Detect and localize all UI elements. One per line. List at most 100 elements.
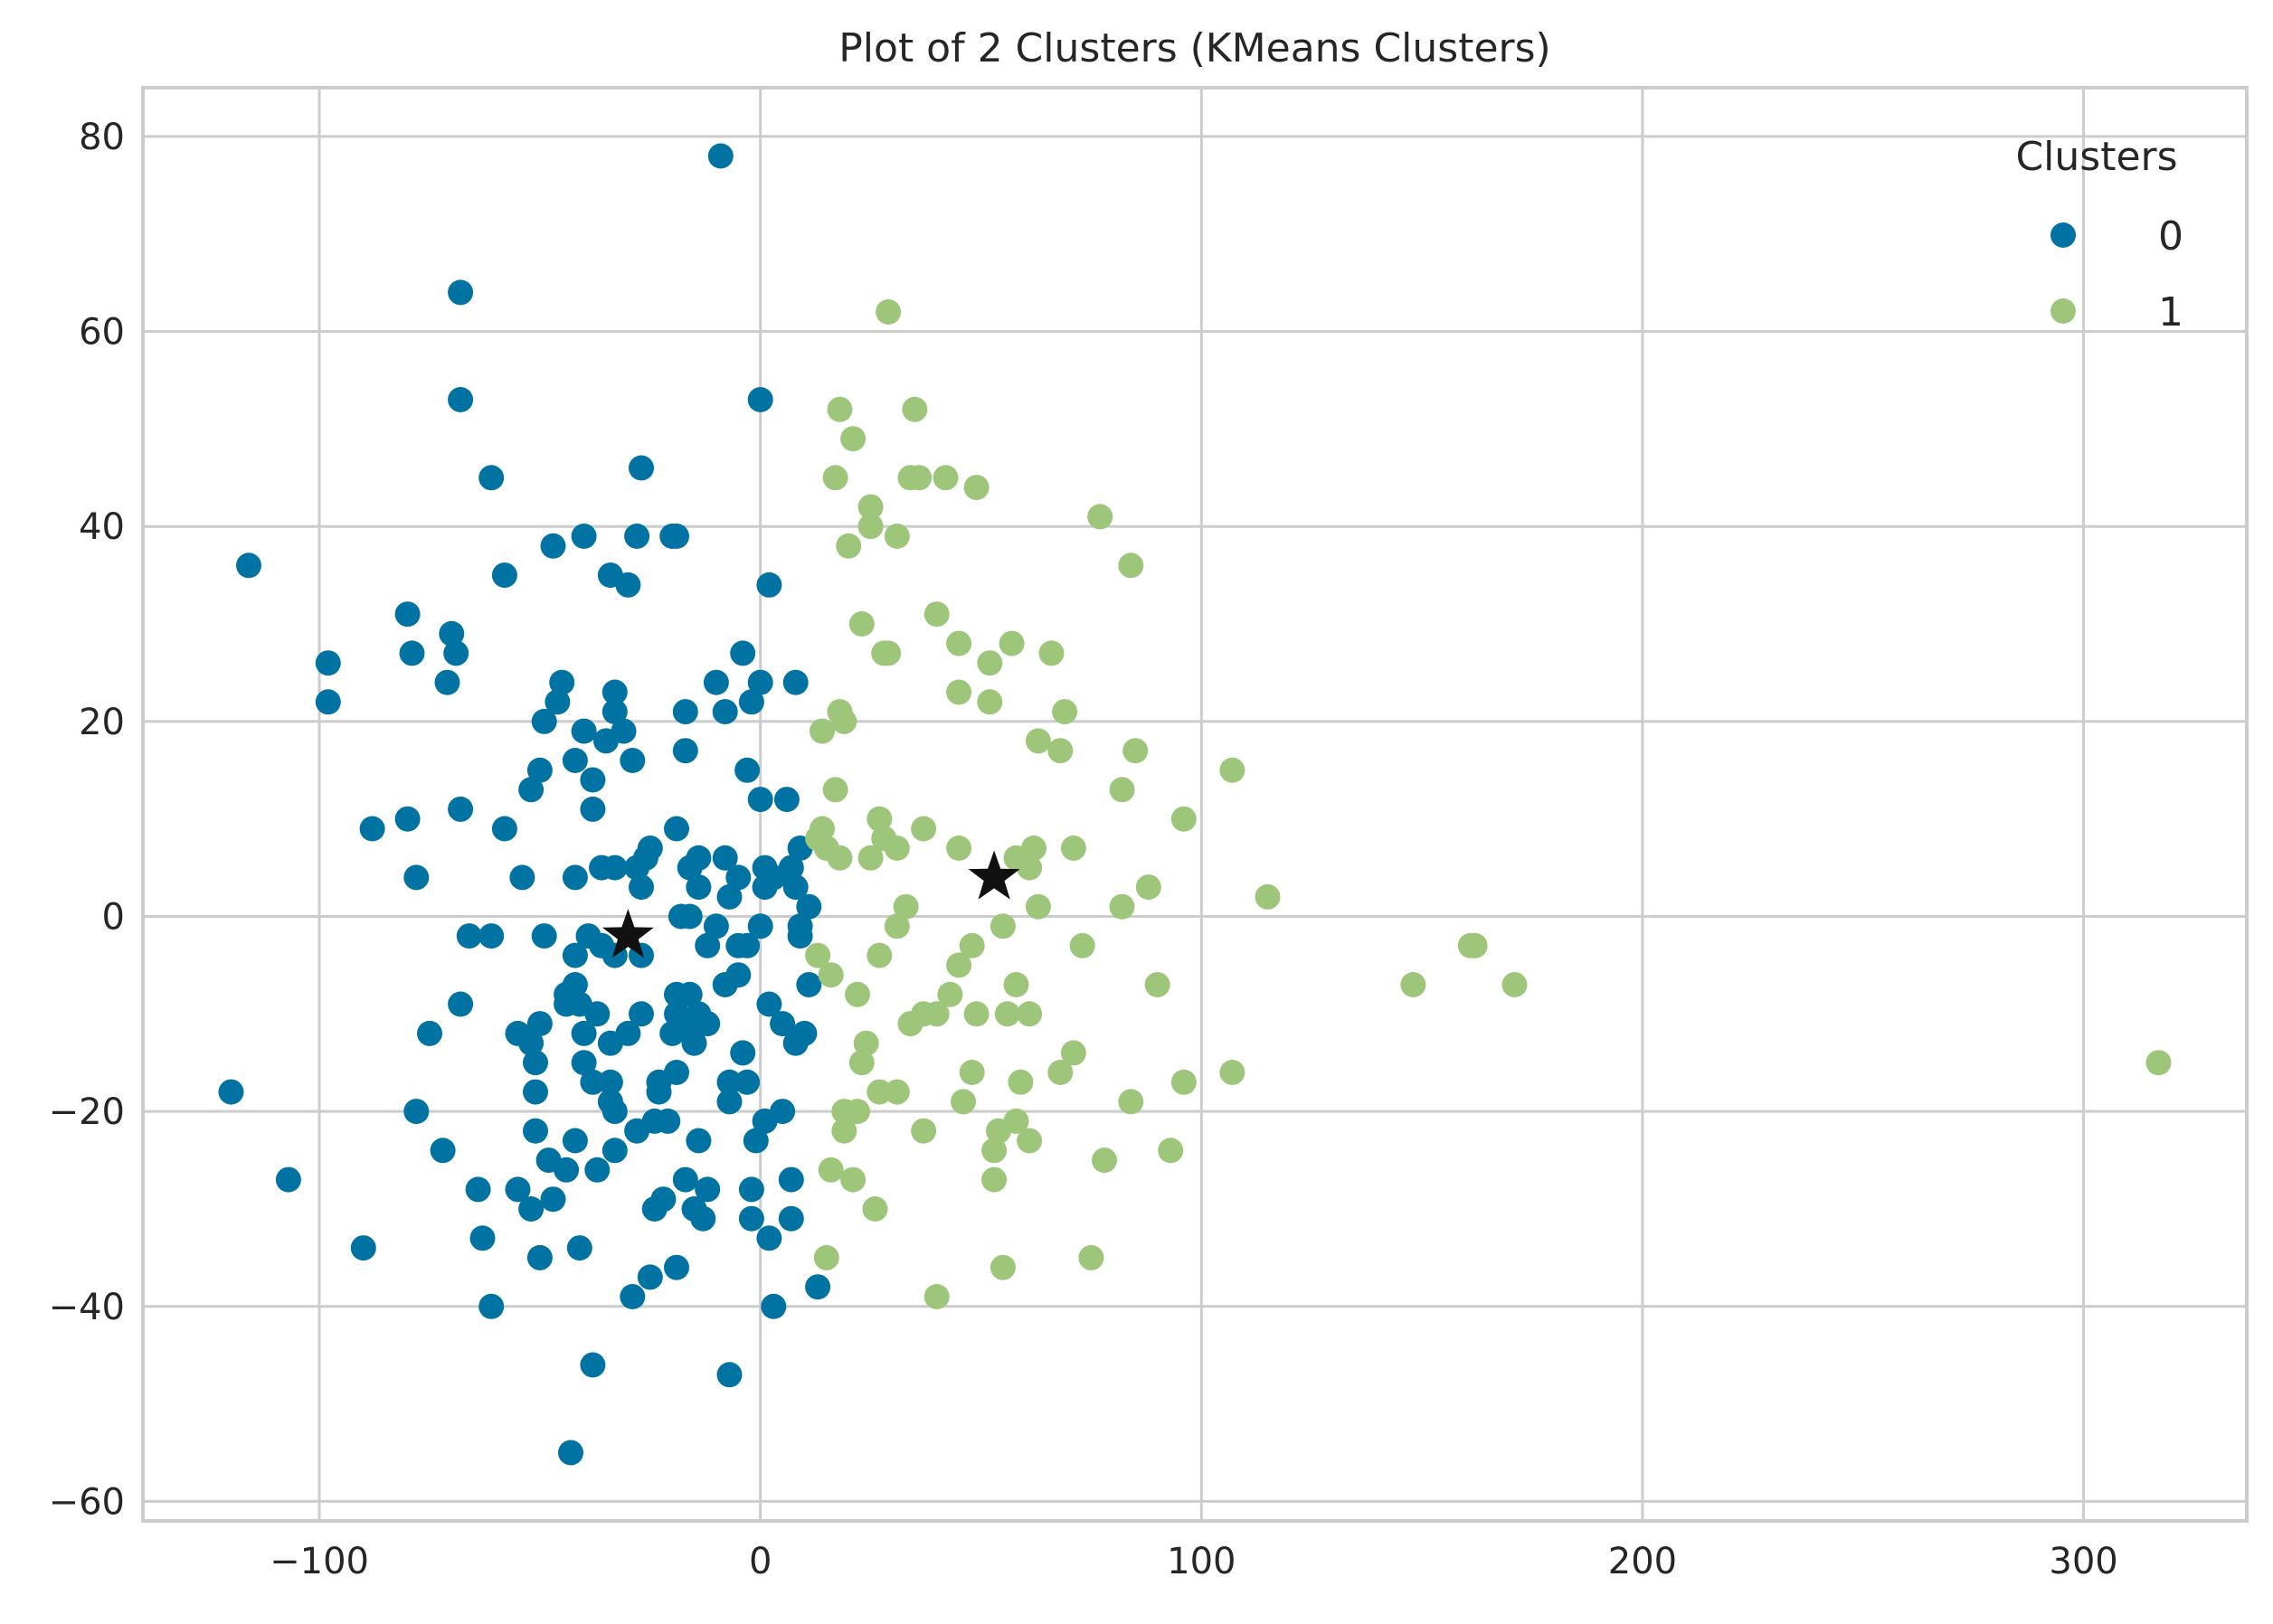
- scatter-point: [629, 455, 654, 481]
- scatter-point: [664, 1254, 689, 1280]
- scatter-point: [646, 1079, 672, 1105]
- scatter-point: [672, 699, 698, 725]
- scatter-point: [601, 679, 628, 705]
- scatter-point: [315, 689, 341, 715]
- scatter-point: [1255, 883, 1281, 910]
- scatter-point: [554, 991, 580, 1017]
- y-tick-label: 80: [79, 117, 125, 158]
- scatter-point: [1219, 1060, 1245, 1085]
- scatter-point: [1025, 728, 1051, 754]
- scatter-point: [430, 1138, 456, 1164]
- scatter-point: [876, 640, 902, 666]
- scatter-point: [1122, 738, 1149, 764]
- scatter-point: [1047, 738, 1074, 764]
- scatter-point: [963, 1001, 990, 1027]
- legend: Clusters 0 1: [2015, 134, 2183, 335]
- scatter-point: [566, 1235, 592, 1261]
- scatter-point: [584, 1157, 611, 1183]
- scatter-point: [236, 552, 261, 579]
- x-tick-label: 300: [2049, 1541, 2117, 1582]
- scatter-point: [523, 1118, 548, 1144]
- scatter-point: [730, 1040, 756, 1066]
- scatter-point: [641, 1108, 668, 1134]
- scatter-point: [782, 874, 809, 901]
- scatter-point: [478, 923, 505, 949]
- scatter-point: [1060, 836, 1086, 861]
- scatter-point: [813, 1244, 839, 1270]
- scatter-point: [443, 640, 469, 666]
- centroid-star: [968, 850, 1020, 900]
- scatter-point: [558, 1440, 583, 1466]
- scatter-point: [695, 1176, 721, 1203]
- scatter-point: [571, 718, 597, 744]
- scatter-point: [562, 864, 588, 891]
- scatter-point: [531, 708, 557, 734]
- scatter-point: [695, 1011, 721, 1037]
- legend-label-0: 0: [2158, 213, 2183, 260]
- scatter-point: [677, 981, 703, 1007]
- scatter-point: [580, 767, 606, 793]
- scatter-point: [545, 689, 571, 715]
- scatter-point: [986, 1118, 1011, 1144]
- scatter-point: [933, 465, 959, 491]
- y-tick-label: 40: [79, 506, 125, 548]
- scatter-point: [770, 1099, 796, 1125]
- scatter-point: [853, 1030, 879, 1056]
- x-tick-label: 100: [1167, 1541, 1236, 1582]
- scatter-point: [946, 630, 972, 656]
- scatter-point: [523, 1079, 548, 1105]
- scatter-point: [695, 932, 721, 958]
- scatter-point: [571, 524, 597, 549]
- scatter-point: [1457, 932, 1483, 958]
- scatter-point: [597, 1030, 623, 1056]
- scatter-point: [977, 689, 1003, 715]
- scatter-point: [580, 1352, 606, 1378]
- scatter-point: [738, 1176, 764, 1203]
- scatter-point: [686, 1128, 712, 1154]
- scatter-point: [756, 991, 782, 1017]
- scatter-point: [778, 1166, 804, 1193]
- scatter-point: [1078, 1244, 1104, 1270]
- scatter-point: [923, 601, 950, 628]
- scatter-point: [840, 426, 867, 452]
- scatter-point: [761, 1293, 787, 1319]
- scatter-point: [752, 874, 778, 901]
- scatter-point: [822, 465, 848, 491]
- scatter-point: [350, 1235, 376, 1261]
- scatter-point: [518, 777, 545, 803]
- scatter-point: [448, 279, 474, 306]
- x-tick-label: 0: [749, 1541, 772, 1582]
- scatter-point: [884, 836, 910, 861]
- y-tick-label: −20: [49, 1091, 125, 1133]
- tick-labels: −100 0 100 200 300 −60 −40 −20 0 20 40 60 80: [49, 117, 2118, 1582]
- scatter-point: [716, 1089, 743, 1115]
- scatter-point: [778, 1205, 804, 1232]
- scatter-point: [734, 757, 761, 783]
- scatter-point: [923, 1001, 950, 1027]
- scatter-point: [756, 571, 782, 598]
- y-tick-label: 20: [79, 702, 125, 743]
- scatter-point: [778, 854, 804, 881]
- scatter-point: [725, 864, 752, 891]
- scatter-point: [554, 1157, 580, 1183]
- scatter-point: [836, 533, 862, 559]
- scatter-point: [540, 533, 566, 559]
- scatter-point: [707, 143, 734, 169]
- scatter-point: [796, 972, 822, 997]
- y-tick-label: −40: [49, 1287, 125, 1328]
- scatter-point: [469, 1225, 496, 1251]
- scatter-point: [716, 1069, 743, 1095]
- scatter-point: [848, 1050, 875, 1076]
- scatter-point: [620, 748, 646, 773]
- scatter-point: [571, 1050, 597, 1076]
- scatter-point: [884, 913, 910, 939]
- scatter-point: [439, 620, 465, 647]
- x-tick-label: −100: [270, 1541, 369, 1582]
- scatter-point: [1501, 972, 1528, 997]
- scatter-point: [1400, 972, 1426, 997]
- scatter-point: [1052, 699, 1078, 725]
- scatter-point: [876, 299, 902, 325]
- scatter-point: [526, 1244, 553, 1270]
- scatter-point: [734, 932, 761, 958]
- scatter-point: [1047, 1060, 1074, 1085]
